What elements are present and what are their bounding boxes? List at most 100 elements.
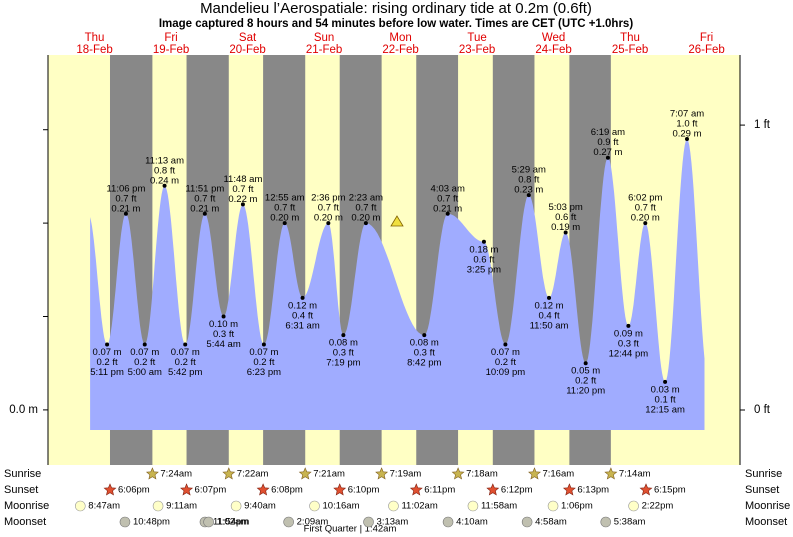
extreme-label: 1.0 ft: [676, 119, 697, 130]
extreme-label: 0.2 ft: [495, 357, 516, 368]
sun-icon: [604, 467, 618, 480]
extreme-label: 0.8 ft: [518, 175, 539, 186]
moon-icon: [467, 500, 479, 512]
day-date: 25-Feb: [612, 44, 648, 56]
y2-tick-label: 1 ft: [754, 119, 771, 131]
moon-icon: [119, 516, 131, 528]
extreme-label: 0.1 ft: [655, 394, 676, 405]
tide-extreme: [445, 211, 450, 216]
extreme-label: 0.4 ft: [538, 310, 559, 321]
moonrise-time: 8:47am: [88, 501, 120, 512]
extreme-label: 0.23 m: [514, 185, 543, 196]
moonset-time: 2:09am: [297, 517, 329, 528]
moon-icon: [283, 516, 294, 528]
extreme-label: 0.7 ft: [635, 203, 656, 214]
day-name: Thu: [620, 32, 640, 44]
day-date: 23-Feb: [459, 44, 495, 56]
extreme-label: 0.6 ft: [473, 254, 494, 265]
moon-icon: [74, 500, 86, 512]
sunset-time: 6:13pm: [577, 485, 609, 496]
moon-icon: [547, 500, 559, 512]
day-name: Sat: [239, 32, 257, 44]
tide-extreme: [503, 342, 508, 347]
day-name: Thu: [85, 32, 105, 44]
tide-extreme: [422, 333, 427, 338]
sun-icon: [562, 483, 576, 496]
extreme-label: 12:15 am: [645, 404, 685, 415]
tide-extreme: [663, 379, 668, 384]
tide-extreme: [240, 202, 245, 207]
tide-extreme: [221, 314, 226, 319]
extreme-label: 0.8 ft: [154, 165, 175, 176]
moon-icon: [521, 516, 533, 528]
day-date: 24-Feb: [535, 44, 571, 56]
extreme-label: 0.20 m: [314, 213, 343, 224]
moonrise-time: 11:02am: [401, 501, 437, 512]
sun-icon: [180, 483, 194, 496]
tide-extreme: [643, 221, 648, 226]
moonset-time: 11:54pm: [213, 517, 249, 528]
day-name: Wed: [542, 32, 565, 44]
extreme-label: 0.07 m: [249, 347, 278, 358]
tide-extreme: [142, 342, 147, 347]
moonset-time: 1:02am: [217, 517, 249, 528]
tide-extreme: [341, 333, 346, 338]
sun-icon: [145, 467, 159, 480]
extreme-label: 12:44 pm: [609, 348, 649, 359]
row-label: Moonset: [4, 516, 46, 528]
sun-icon: [333, 483, 347, 496]
day-name: Mon: [389, 32, 411, 44]
row-label: Moonrise: [4, 500, 49, 512]
extreme-label: 11:48 am: [223, 174, 262, 185]
moonrise-time: 11:58am: [481, 501, 517, 512]
extreme-label: 0.07 m: [171, 347, 200, 358]
extreme-label: 11:06 pm: [106, 183, 145, 194]
sunset-time: 6:11pm: [424, 485, 455, 496]
tide-extreme: [300, 295, 305, 300]
moonset-time: 4:58am: [535, 517, 567, 528]
day-date: 22-Feb: [382, 44, 418, 56]
sunset-time: 6:07pm: [195, 485, 227, 496]
extreme-label: 0.08 m: [410, 338, 439, 349]
foreground: Thu18-FebFri19-FebSat20-FebSun21-FebMon2…: [4, 32, 790, 528]
extreme-label: 0.7 ft: [194, 193, 215, 204]
extreme-label: 0.07 m: [130, 347, 159, 358]
extreme-label: 2:23 am: [349, 193, 383, 204]
extreme-label: 0.12 m: [534, 300, 563, 311]
chart-subtitle: Image captured 8 hours and 54 minutes be…: [159, 18, 633, 30]
extreme-label: 0.2 ft: [575, 376, 596, 387]
day-name: Fri: [164, 32, 177, 44]
extreme-label: 0.2 ft: [175, 357, 196, 368]
moonset-time: 4:10am: [456, 517, 488, 528]
tide-extreme: [563, 230, 568, 235]
extreme-label: 0.10 m: [209, 319, 238, 330]
extreme-label: 11:13 am: [145, 155, 184, 166]
sunset-time: 6:15pm: [654, 485, 686, 496]
extreme-label: 0.21 m: [190, 203, 219, 214]
tide-extreme: [326, 221, 331, 226]
extreme-label: 0.3 ft: [414, 348, 435, 359]
row-label: Sunrise: [745, 468, 782, 480]
extreme-label: 0.2 ft: [97, 357, 118, 368]
extreme-label: 0.08 m: [329, 338, 358, 349]
extreme-label: 5:44 am: [206, 339, 240, 350]
tide-extreme: [123, 211, 128, 216]
extreme-label: 11:50 am: [530, 320, 569, 331]
extreme-label: 0.09 m: [614, 328, 643, 339]
row-label: Sunrise: [4, 468, 41, 480]
sun-icon: [298, 467, 312, 480]
day-name: Tue: [467, 32, 486, 44]
extreme-label: 5:29 am: [512, 165, 546, 176]
sun-icon: [451, 467, 465, 480]
sunset-time: 6:12pm: [501, 485, 533, 496]
extreme-label: 0.7 ft: [115, 193, 136, 204]
tide-extreme: [202, 211, 207, 216]
tide-extreme: [526, 193, 531, 198]
extreme-label: 6:02 pm: [628, 193, 662, 204]
row-label: Sunset: [4, 484, 38, 496]
sun-icon: [486, 483, 500, 496]
extreme-label: 0.7 ft: [437, 193, 458, 204]
extreme-label: 0.20 m: [270, 213, 299, 224]
day-date: 18-Feb: [76, 44, 112, 56]
